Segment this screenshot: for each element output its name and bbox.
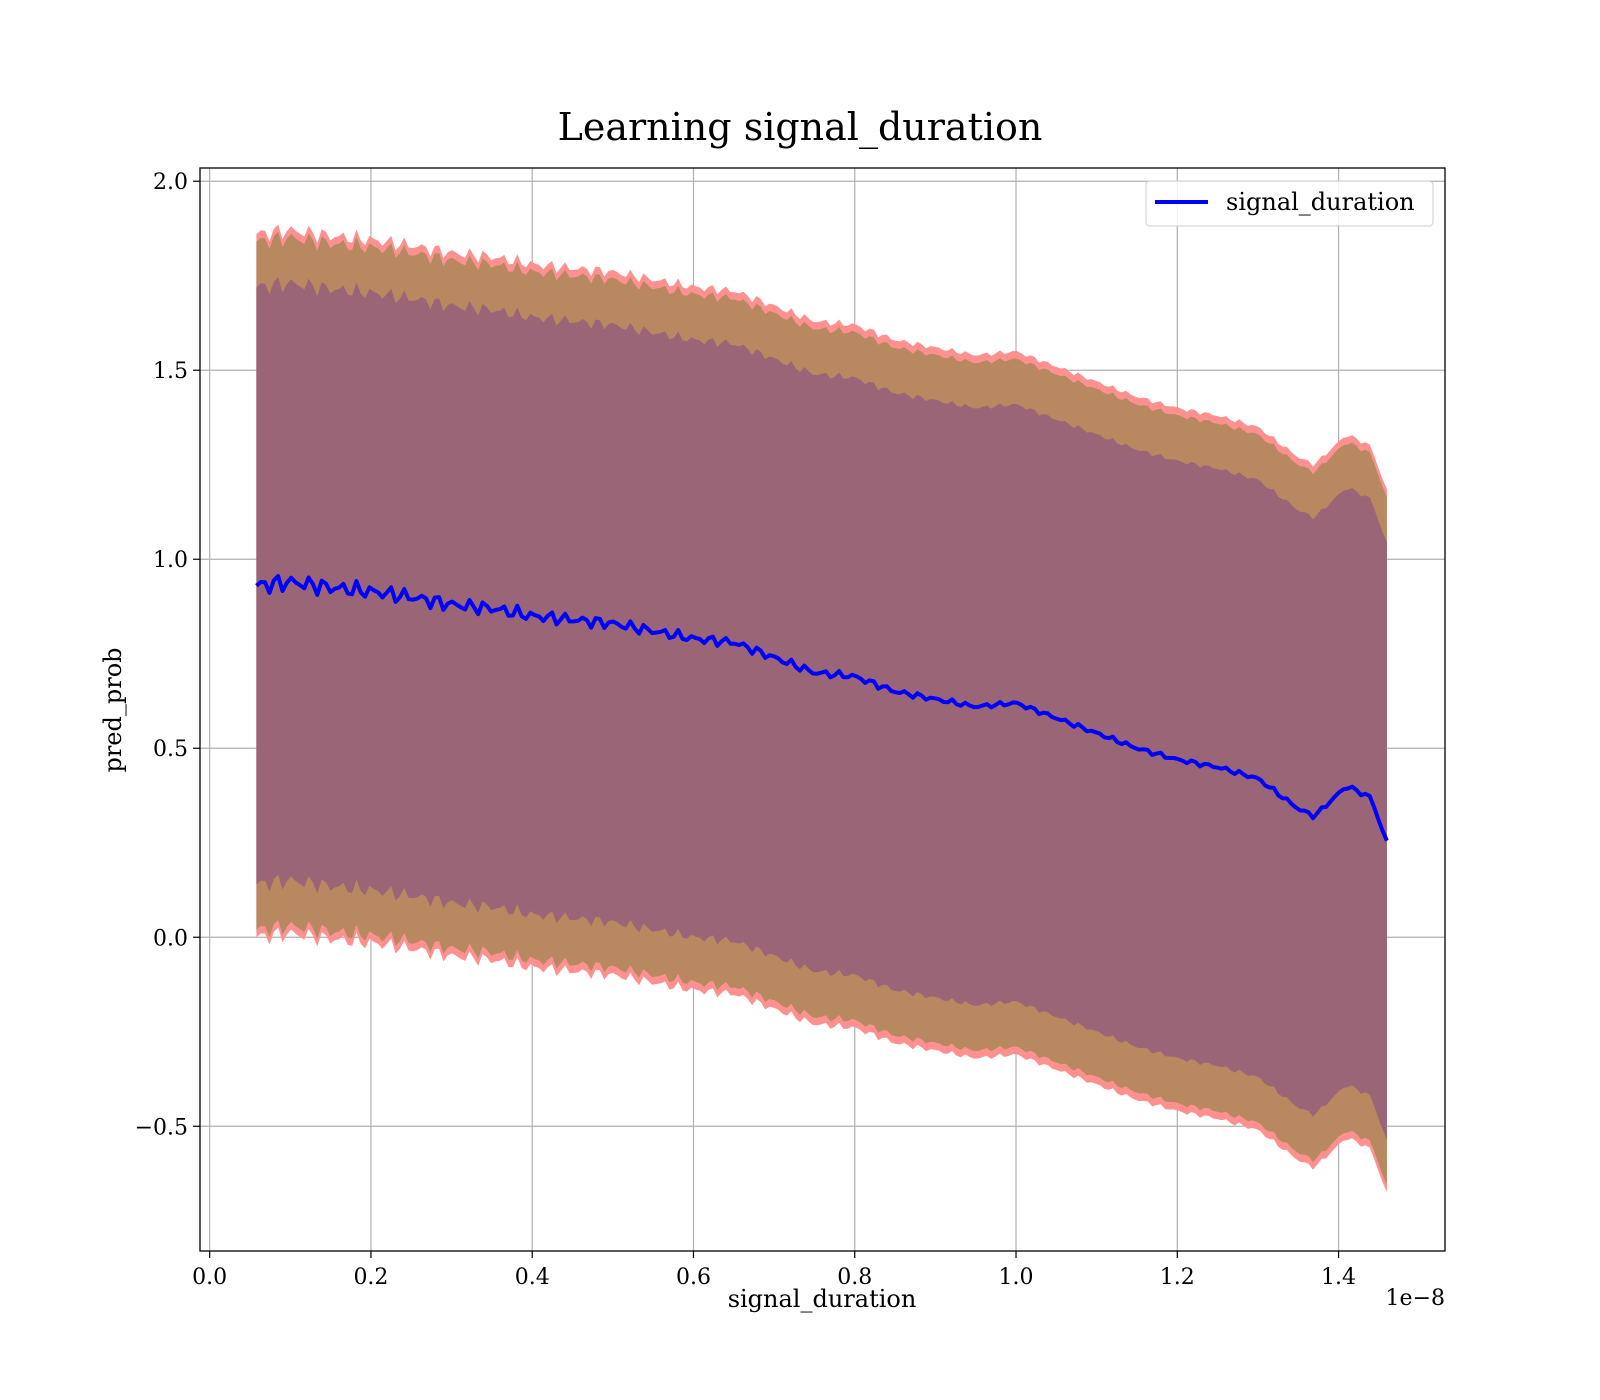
x-tick-label: 0.4 — [515, 1265, 550, 1290]
x-tick-label: 1.0 — [999, 1265, 1034, 1290]
x-tick-label: 1.4 — [1321, 1265, 1356, 1290]
y-tick-label: 1.0 — [153, 548, 188, 573]
x-tick-label: 0.8 — [837, 1265, 872, 1290]
legend: signal_duration — [1145, 180, 1434, 227]
axis-ticks: 0.0 0.2 0.4 0.6 0.8 1.0 1.2 1.4 −0.5 0.0 0.5 1.0 1.5… — [135, 170, 1356, 1290]
y-tick-label: 0.0 — [153, 926, 188, 951]
y-axis-label: pred_prob — [99, 647, 127, 772]
y-tick-label: 0.5 — [153, 737, 188, 762]
y-tick-label: −0.5 — [135, 1115, 188, 1140]
plot-frame — [199, 167, 1446, 1252]
band-inner — [256, 277, 1387, 1140]
series-lines — [255, 574, 1389, 842]
x-tick-label: 0.2 — [353, 1265, 388, 1290]
uncertainty-bands — [256, 224, 1387, 1193]
legend-label: signal_duration — [1226, 188, 1415, 216]
x-tick-label: 0.6 — [676, 1265, 711, 1290]
chart-title: Learning signal_duration — [558, 105, 1043, 150]
legend-box — [1145, 180, 1434, 227]
x-axis-offset-label: 1e−8 — [1386, 1286, 1445, 1311]
x-tick-label: 1.2 — [1160, 1265, 1195, 1290]
y-tick-label: 2.0 — [153, 170, 188, 195]
x-axis-label: signal_duration — [728, 1285, 917, 1313]
x-tick-label: 0.0 — [192, 1265, 227, 1290]
series-line — [255, 574, 1389, 842]
y-tick-label: 1.5 — [153, 359, 188, 384]
